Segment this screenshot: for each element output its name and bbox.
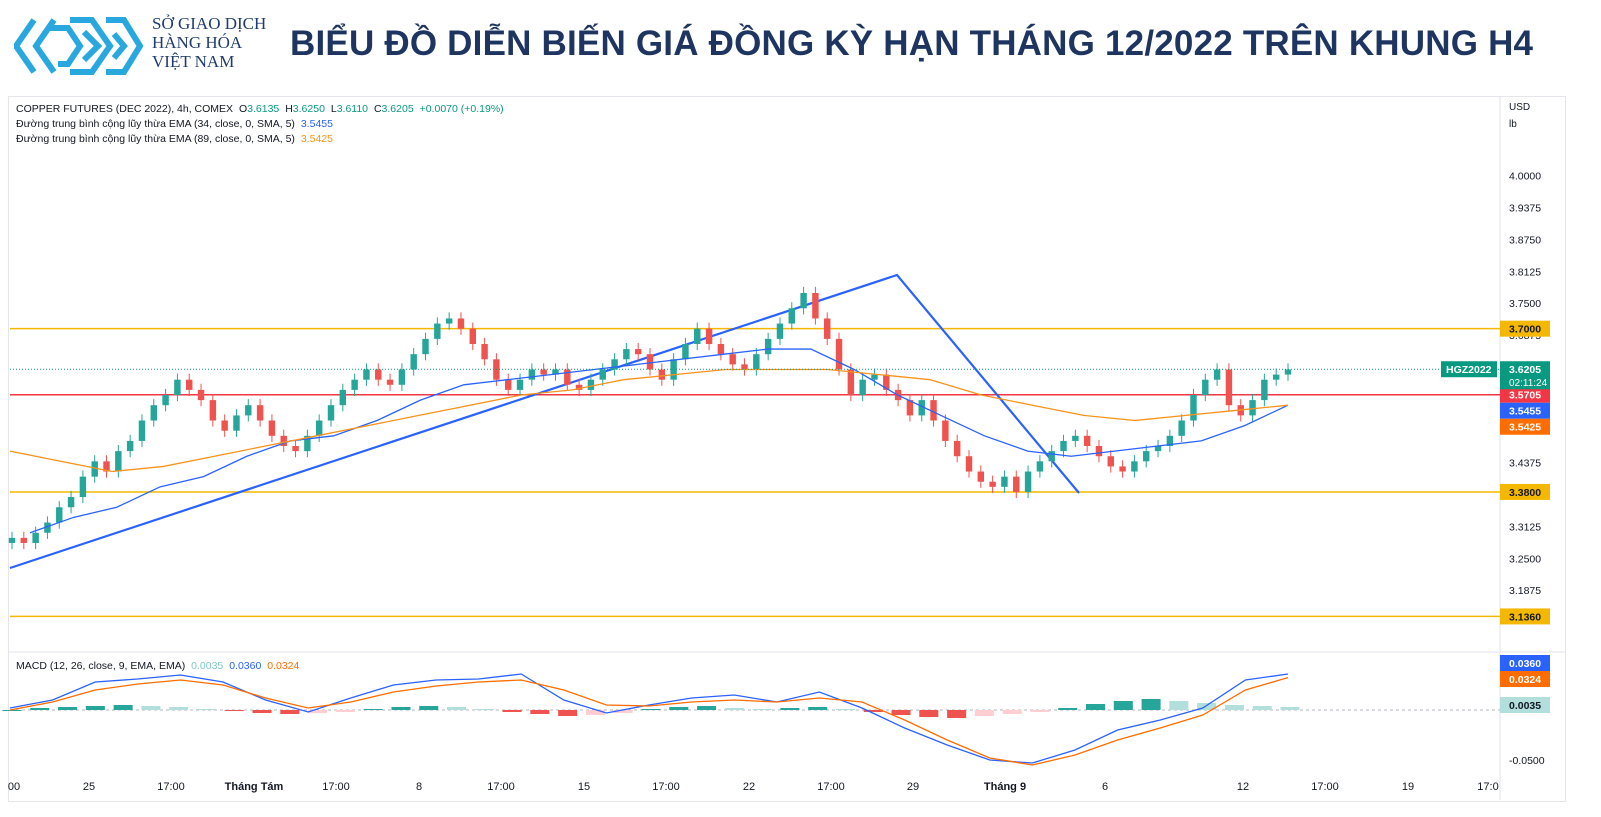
legend-macd-label: MACD (12, 26, close, 9, EMA, EMA) — [16, 660, 186, 672]
legend-open-label: O — [238, 103, 248, 115]
legend-high: 3.6250 — [292, 103, 325, 115]
legend-open: 3.6135 — [247, 103, 280, 115]
legend-close-label: C — [373, 103, 382, 115]
hnx-logo-icon — [14, 17, 144, 75]
legend-ema89-label: Đường trung bình cộng lũy thừa EMA (89, … — [16, 133, 295, 145]
logo-line-2: HÀNG HÓA — [152, 33, 243, 52]
page-title: BIỂU ĐỒ DIỄN BIẾN GIÁ ĐỒNG KỲ HẠN THÁNG … — [290, 24, 1534, 63]
legend-ema34-value: 3.5455 — [300, 118, 333, 130]
unit-lb: lb — [1509, 119, 1517, 130]
legend-macd-line: 0.0360 — [229, 660, 262, 672]
header: SỞ GIAO DỊCH HÀNG HÓA VIỆT NAM BIỂU ĐỒ D… — [0, 0, 1601, 90]
legend-ema34-label: Đường trung bình cộng lũy thừa EMA (34, … — [16, 118, 295, 130]
logo-line-1: SỞ GIAO DỊCH — [152, 14, 267, 33]
legend-close: 3.6205 — [381, 103, 414, 115]
legend-symbol-row: COPPER FUTURES (DEC 2022), 4h, COMEX O3.… — [16, 103, 507, 115]
logo-line-3: VIỆT NAM — [152, 52, 235, 71]
legend-change: +0.0070 (+0.19%) — [419, 103, 504, 115]
legend-ema34-row: Đường trung bình cộng lũy thừa EMA (34, … — [16, 118, 336, 130]
logo-text: SỞ GIAO DỊCH HÀNG HÓA VIỆT NAM — [152, 14, 266, 71]
legend-ema89-row: Đường trung bình cộng lũy thừa EMA (89, … — [16, 133, 336, 145]
legend-low: 3.6110 — [336, 103, 369, 115]
legend-ema89-value: 3.5425 — [300, 133, 333, 145]
chart-frame — [8, 96, 1566, 802]
legend-low-label: L — [330, 103, 337, 115]
unit-currency: USD — [1509, 102, 1531, 113]
legend-symbol: COPPER FUTURES (DEC 2022), 4h, COMEX — [16, 103, 234, 115]
legend-macd-hist: 0.0035 — [191, 660, 224, 672]
legend-macd-row: MACD (12, 26, close, 9, EMA, EMA) 0.0035… — [16, 660, 302, 672]
legend-high-label: H — [285, 103, 293, 115]
legend-macd-signal: 0.0324 — [267, 660, 300, 672]
